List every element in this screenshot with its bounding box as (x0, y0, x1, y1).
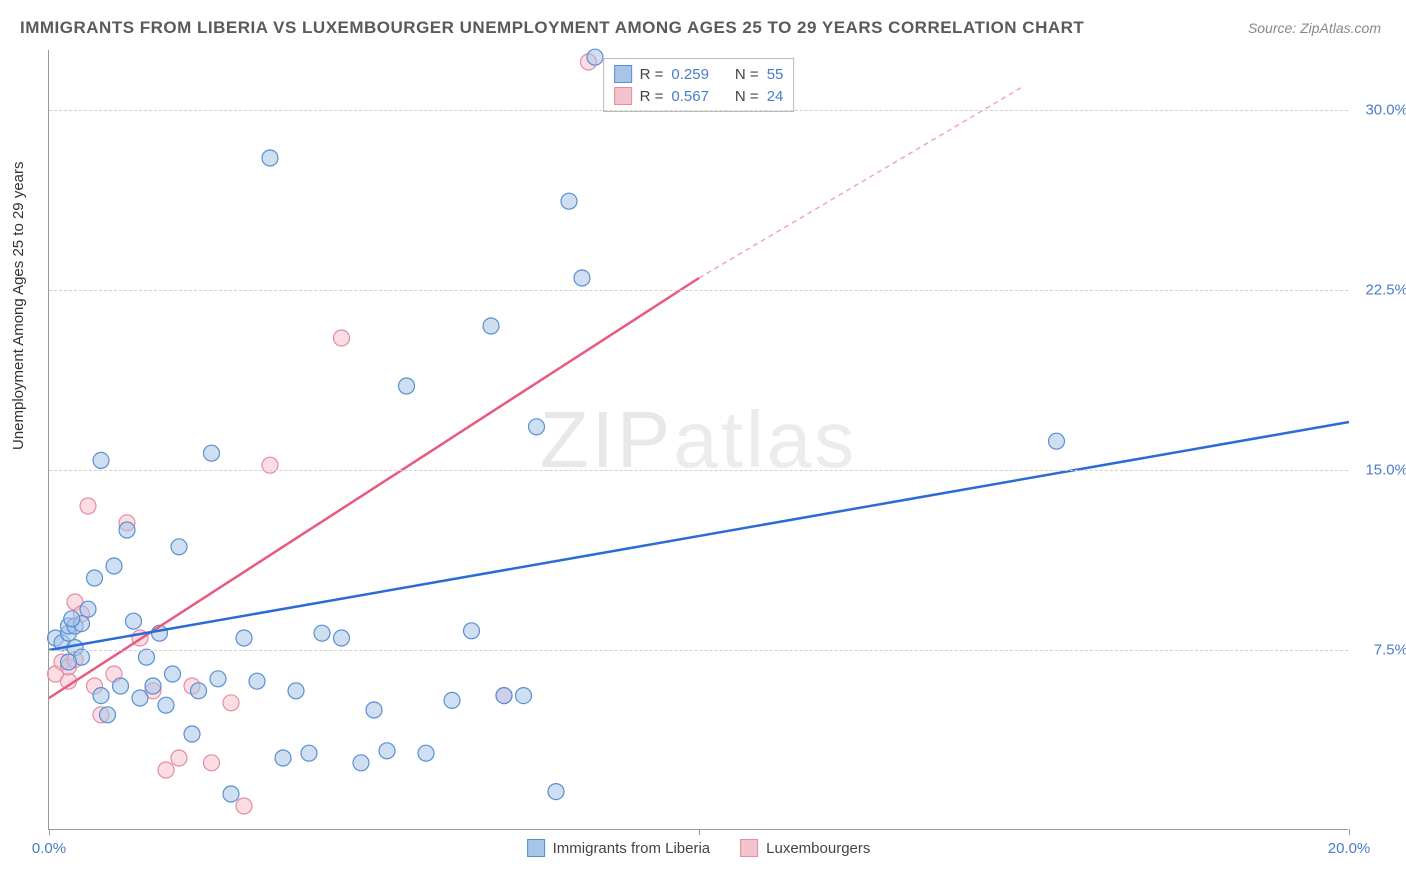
data-point (158, 697, 174, 713)
data-point (139, 649, 155, 665)
data-point (548, 784, 564, 800)
regression-line (699, 86, 1024, 278)
r-label: R = (640, 88, 664, 105)
n-value-luxembourg: 24 (767, 88, 784, 105)
data-point (334, 330, 350, 346)
data-point (204, 755, 220, 771)
data-point (334, 630, 350, 646)
series-legend: Immigrants from Liberia Luxembourgers (527, 839, 871, 857)
legend-item-liberia: Immigrants from Liberia (527, 839, 711, 857)
r-value-luxembourg: 0.567 (671, 88, 709, 105)
gridline (49, 110, 1348, 111)
gridline (49, 470, 1348, 471)
swatch-luxembourg-bottom (740, 839, 758, 857)
data-point (87, 570, 103, 586)
data-point (126, 613, 142, 629)
data-point (574, 270, 590, 286)
data-point (288, 683, 304, 699)
chart-container: IMMIGRANTS FROM LIBERIA VS LUXEMBOURGER … (0, 0, 1406, 892)
data-point (223, 786, 239, 802)
data-point (366, 702, 382, 718)
data-point (158, 762, 174, 778)
n-value-liberia: 55 (767, 66, 784, 83)
series-name-liberia: Immigrants from Liberia (553, 840, 711, 857)
r-label: R = (640, 66, 664, 83)
data-point (61, 654, 77, 670)
scatter-svg (49, 50, 1349, 830)
data-point (418, 745, 434, 761)
swatch-luxembourg (614, 87, 632, 105)
data-point (353, 755, 369, 771)
data-point (249, 673, 265, 689)
legend-row-liberia: R = 0.259 N = 55 (614, 63, 784, 85)
data-point (496, 688, 512, 704)
legend-item-luxembourg: Luxembourgers (740, 839, 870, 857)
swatch-liberia (614, 65, 632, 83)
data-point (93, 688, 109, 704)
data-point (516, 688, 532, 704)
source-attribution: Source: ZipAtlas.com (1248, 20, 1381, 36)
data-point (119, 522, 135, 538)
data-point (301, 745, 317, 761)
series-name-luxembourg: Luxembourgers (766, 840, 870, 857)
plot-area: ZIPatlas R = 0.259 N = 55 R = 0.567 N = … (48, 50, 1348, 830)
x-tick (1349, 829, 1350, 835)
data-point (529, 419, 545, 435)
data-point (262, 150, 278, 166)
correlation-legend: R = 0.259 N = 55 R = 0.567 N = 24 (603, 58, 795, 112)
r-value-liberia: 0.259 (671, 66, 709, 83)
gridline (49, 290, 1348, 291)
data-point (106, 558, 122, 574)
regression-line (49, 278, 699, 698)
gridline (49, 650, 1348, 651)
data-point (561, 193, 577, 209)
data-point (204, 445, 220, 461)
data-point (587, 49, 603, 65)
data-point (314, 625, 330, 641)
data-point (145, 678, 161, 694)
swatch-liberia-bottom (527, 839, 545, 857)
y-tick-label: 22.5% (1353, 282, 1406, 299)
data-point (223, 695, 239, 711)
data-point (210, 671, 226, 687)
y-tick-label: 7.5% (1353, 642, 1406, 659)
data-point (379, 743, 395, 759)
data-point (464, 623, 480, 639)
y-axis-label: Unemployment Among Ages 25 to 29 years (10, 161, 27, 450)
data-point (64, 611, 80, 627)
data-point (483, 318, 499, 334)
regression-line (49, 422, 1349, 650)
legend-row-luxembourg: R = 0.567 N = 24 (614, 85, 784, 107)
data-point (399, 378, 415, 394)
x-tick (49, 829, 50, 835)
data-point (80, 498, 96, 514)
data-point (93, 452, 109, 468)
data-point (165, 666, 181, 682)
n-label: N = (735, 66, 759, 83)
data-point (1049, 433, 1065, 449)
chart-title: IMMIGRANTS FROM LIBERIA VS LUXEMBOURGER … (20, 18, 1084, 38)
data-point (444, 692, 460, 708)
data-point (113, 678, 129, 694)
data-point (80, 601, 96, 617)
data-point (191, 683, 207, 699)
y-tick-label: 15.0% (1353, 462, 1406, 479)
data-point (171, 539, 187, 555)
data-point (100, 707, 116, 723)
x-tick (699, 829, 700, 835)
data-point (236, 630, 252, 646)
data-point (171, 750, 187, 766)
data-point (184, 726, 200, 742)
y-tick-label: 30.0% (1353, 102, 1406, 119)
data-point (236, 798, 252, 814)
data-point (132, 690, 148, 706)
data-point (275, 750, 291, 766)
n-label: N = (735, 88, 759, 105)
x-tick-label: 20.0% (1328, 840, 1371, 857)
x-tick-label: 0.0% (32, 840, 66, 857)
